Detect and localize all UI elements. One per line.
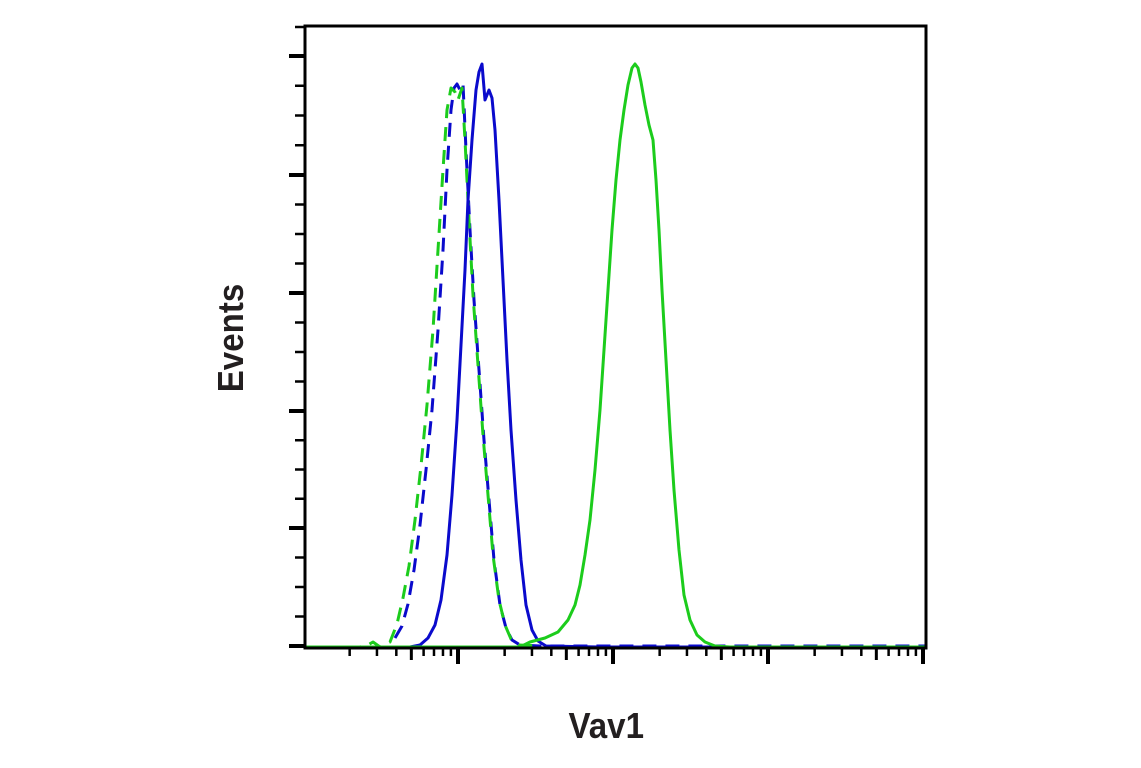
y-axis-label: Events <box>212 284 252 393</box>
histogram-series <box>305 62 926 649</box>
plot-border <box>303 24 928 650</box>
x-axis-label: Vav1 <box>569 707 645 747</box>
series-line-3 <box>305 62 926 649</box>
series-line-0 <box>393 82 926 648</box>
plot-frame <box>289 24 928 664</box>
series-line-1 <box>305 86 541 649</box>
series-line-2 <box>305 62 926 649</box>
